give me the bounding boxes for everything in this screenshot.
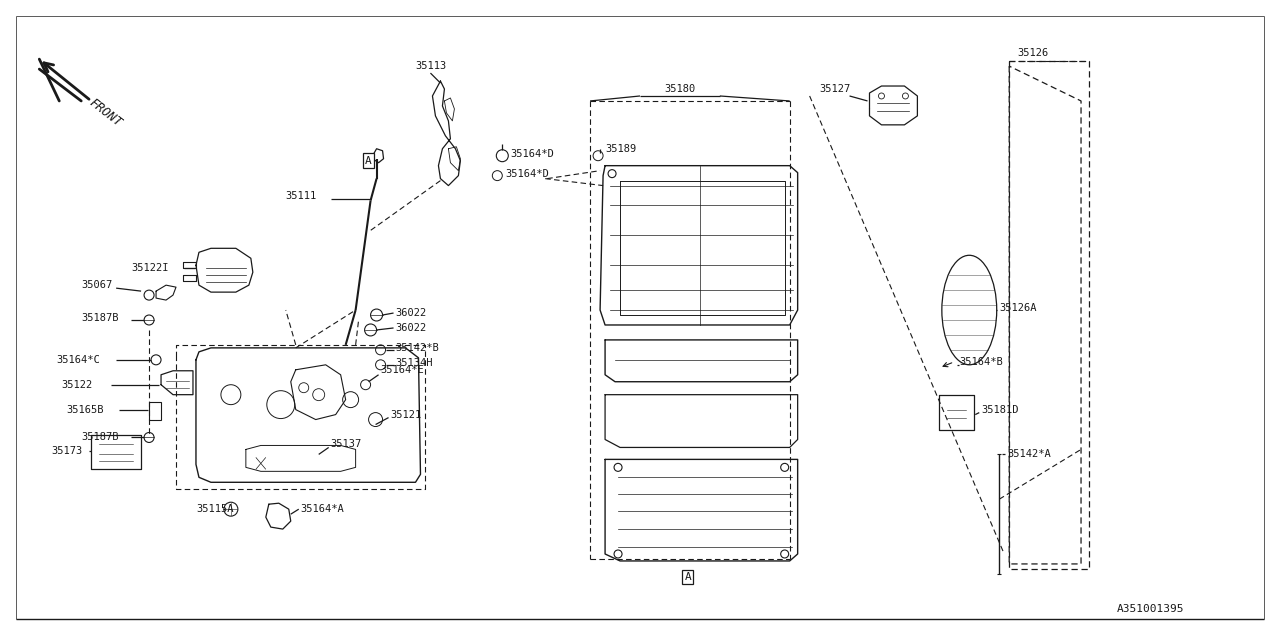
Text: 35164*B: 35164*B [959,357,1004,367]
Bar [148,402,161,420]
Text: 35126A: 35126A [1000,303,1037,313]
Text: 35181D: 35181D [982,404,1019,415]
Text: 35187B: 35187B [81,313,119,323]
Text: 35187B: 35187B [81,433,119,442]
Text: 35142*B: 35142*B [396,343,439,353]
Text: 35180: 35180 [664,84,695,94]
Text: 35173: 35173 [51,447,82,456]
Text: 35126: 35126 [1018,48,1048,58]
Text: 35164*D: 35164*D [511,148,554,159]
Text: 35122: 35122 [61,380,92,390]
Text: 35113: 35113 [415,61,447,71]
Text: 35127: 35127 [819,84,851,94]
Text: 35121: 35121 [390,410,422,420]
Text: 35111: 35111 [285,191,317,200]
Text: 35189: 35189 [605,144,636,154]
Text: 35164*E: 35164*E [380,365,424,375]
Text: 35067: 35067 [81,280,113,290]
Text: 35122I: 35122I [131,263,169,273]
Text: 35165B: 35165B [67,404,104,415]
Text: 35134H: 35134H [396,358,433,368]
Text: 36022: 36022 [396,323,426,333]
Text: 35164*D: 35164*D [506,168,549,179]
Text: FRONT: FRONT [86,96,124,129]
Text: A: A [365,156,372,166]
Text: A351001395: A351001395 [1116,604,1184,614]
Text: 35164*C: 35164*C [56,355,100,365]
Text: 35115A: 35115A [196,504,233,514]
Text: 35164*A: 35164*A [301,504,344,514]
Text: 36022: 36022 [396,308,426,318]
Text: 35142*A: 35142*A [1007,449,1051,460]
Text: A: A [685,572,691,582]
Text: 35137: 35137 [330,440,362,449]
